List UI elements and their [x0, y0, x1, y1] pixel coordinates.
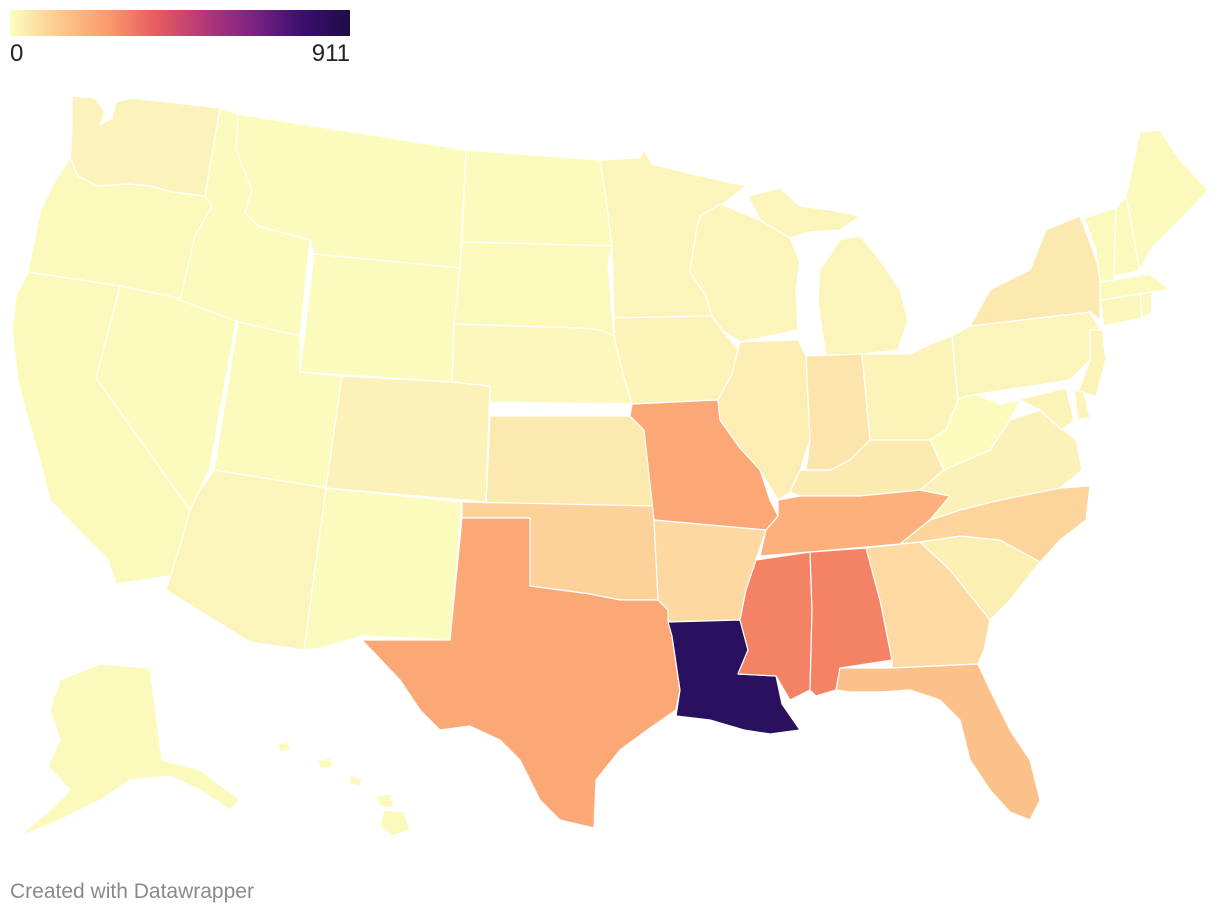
color-legend: 0 911 — [10, 10, 350, 70]
state-CO[interactable] — [325, 375, 491, 503]
state-MD[interactable] — [999, 387, 1075, 431]
state-RI[interactable] — [1139, 291, 1153, 319]
state-MI[interactable] — [747, 187, 909, 357]
credit-text: Created with Datawrapper — [10, 880, 254, 903]
state-TX[interactable] — [361, 517, 681, 829]
state-FL[interactable] — [835, 663, 1041, 821]
state-MA[interactable] — [1099, 273, 1171, 301]
state-AK[interactable] — [19, 663, 241, 837]
state-VT[interactable] — [1083, 207, 1117, 283]
legend-min-label: 0 — [10, 40, 24, 67]
legend-max-label: 911 — [311, 40, 350, 67]
state-WA[interactable] — [69, 95, 221, 197]
legend-gradient-bar — [10, 10, 350, 36]
state-ND[interactable] — [461, 149, 613, 247]
legend-labels: 0 911 — [10, 40, 350, 70]
state-KS[interactable] — [485, 415, 655, 507]
state-NM[interactable] — [303, 487, 463, 651]
state-NY[interactable] — [969, 215, 1101, 327]
state-HI[interactable] — [277, 741, 411, 837]
state-DE[interactable] — [1073, 389, 1091, 421]
state-SD[interactable] — [453, 241, 615, 337]
state-WY[interactable] — [299, 253, 461, 383]
state-ME[interactable] — [1125, 129, 1209, 271]
state-NJ[interactable] — [1077, 329, 1107, 397]
